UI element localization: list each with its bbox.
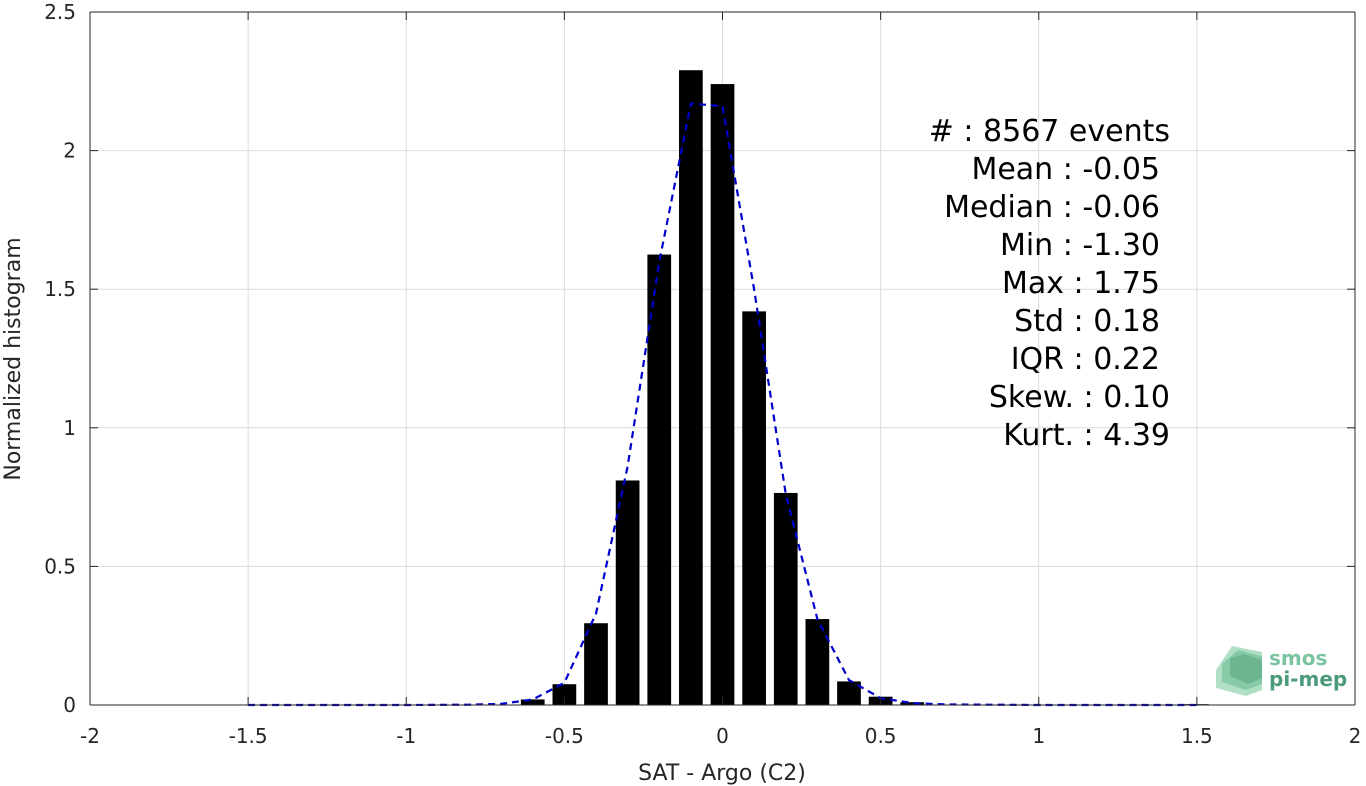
x-axis-label: SAT - Argo (C2) xyxy=(638,761,806,786)
x-tick-labels: -2 -1.5 -1 -0.5 0 0.5 1 1.5 2 xyxy=(80,724,1361,748)
y-tick-label: 2.5 xyxy=(44,0,76,24)
stat-kurt: Kurt. : 4.39 xyxy=(1003,418,1170,453)
y-tick-label: 1 xyxy=(63,416,76,440)
histogram-bar xyxy=(647,254,672,706)
histogram-bar xyxy=(773,492,798,705)
histogram-bar xyxy=(552,684,577,705)
x-tick-label: 1 xyxy=(1032,724,1045,748)
stat-skew: Skew. : 0.10 xyxy=(989,380,1170,415)
stat-min: Min : -1.30 xyxy=(1000,228,1160,263)
histogram-bar xyxy=(900,702,925,705)
fit-curve-line xyxy=(248,102,1197,707)
stat-mean: Mean : -0.05 xyxy=(971,152,1160,187)
histogram-bar xyxy=(837,681,861,705)
histogram-bar xyxy=(742,311,766,705)
fit-curve xyxy=(248,102,1197,707)
x-tick-label: 0.5 xyxy=(865,724,897,748)
x-tick-label: -0.5 xyxy=(545,724,584,748)
logo-text-smos: smos xyxy=(1269,646,1327,670)
logo-mark-icon xyxy=(1216,646,1262,696)
histogram-bar xyxy=(805,619,830,705)
histogram-bar xyxy=(710,84,735,705)
stat-std: Std : 0.18 xyxy=(1014,304,1160,339)
y-tick-label: 0 xyxy=(63,693,76,717)
x-tick-label: 0 xyxy=(716,724,729,748)
histogram-bar xyxy=(679,70,703,706)
stat-median: Median : -0.06 xyxy=(944,190,1160,225)
logo-text-pimep: pi-mep xyxy=(1269,667,1347,691)
histogram-bar xyxy=(615,480,640,705)
statistics-box: # : 8567 events Mean : -0.05 Median : -0… xyxy=(929,114,1170,453)
x-tick-label: -1 xyxy=(396,724,416,748)
x-tick-label: 1.5 xyxy=(1181,724,1213,748)
y-tick-label: 0.5 xyxy=(44,554,76,578)
stat-max: Max : 1.75 xyxy=(1002,266,1160,301)
y-tick-label: 1.5 xyxy=(44,277,76,301)
y-axis-label: Normalized histogram xyxy=(1,237,26,480)
axes xyxy=(89,11,1356,706)
histogram-bars xyxy=(520,70,1209,706)
stat-iqr: IQR : 0.22 xyxy=(1011,342,1160,377)
x-tick-label: -1.5 xyxy=(229,724,268,748)
x-tick-label: -2 xyxy=(80,724,100,748)
y-tick-labels: 0 0.5 1 1.5 2 2.5 xyxy=(44,0,76,717)
y-tick-label: 2 xyxy=(63,139,76,163)
stat-count: # : 8567 events xyxy=(929,114,1170,149)
histogram-bar xyxy=(584,623,608,705)
histogram-bar xyxy=(520,699,545,705)
x-tick-label: 2 xyxy=(1349,724,1362,748)
smos-pimep-logo: smos pi-mep xyxy=(1216,646,1347,696)
